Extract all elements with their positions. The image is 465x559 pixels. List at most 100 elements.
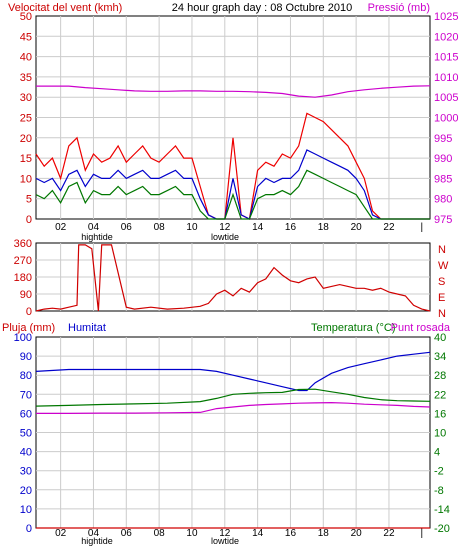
y-tick-label-right: 16 <box>434 408 446 420</box>
y-tick-label-left: 50 <box>20 11 32 23</box>
compass-label: N <box>438 308 446 320</box>
hightide-label-top: hightide <box>81 232 113 242</box>
x-tick-label: 14 <box>252 528 264 539</box>
y-tick-label-left: 10 <box>20 173 32 185</box>
y-tick-label-right: -2 <box>434 466 444 478</box>
compass-label: N <box>438 244 446 256</box>
panel-3-right-ticks: -20 -14 -8 -2 4 10 16 22 28 34 40 <box>434 332 450 535</box>
y-tick-label-left: 30 <box>20 466 32 478</box>
y-tick-label-right: -20 <box>434 523 450 535</box>
compass-label: W <box>438 260 449 272</box>
y-tick-label-left: 80 <box>20 370 32 382</box>
lowtide-label-top: lowtide <box>211 232 239 242</box>
x-tick-label: 06 <box>121 528 133 539</box>
humidity-label: Humitat <box>68 322 106 334</box>
y-tick-label-left: 360 <box>14 238 32 250</box>
y-tick-label-right: 990 <box>434 153 452 165</box>
y-tick-label-left: 70 <box>20 389 32 401</box>
x-tick-label: 04 <box>88 528 100 539</box>
y-tick-label-left: 90 <box>20 351 32 363</box>
y-tick-label-left: 0 <box>26 214 32 226</box>
y-tick-label-right: 22 <box>434 389 446 401</box>
panel-2-series <box>35 244 431 312</box>
hightide-label-bottom: hightide <box>81 536 113 546</box>
x-tick-label: 08 <box>154 222 166 233</box>
x-tick-label: 08 <box>154 528 166 539</box>
x-tick-label: 18 <box>318 222 330 233</box>
x-tick-label: 20 <box>351 528 363 539</box>
x-tick-label: 12 <box>219 222 231 233</box>
wind-min-series <box>35 169 430 220</box>
wind-direction-series <box>35 244 431 312</box>
panel-1-left-ticks: 0 5 10 15 20 25 30 35 40 45 50 <box>20 11 32 226</box>
y-tick-label-left: 60 <box>20 408 32 420</box>
panel-1-series <box>35 85 431 220</box>
y-tick-label-left: 50 <box>20 428 32 440</box>
x-tick-label: 02 <box>55 528 67 539</box>
y-tick-label-left: 45 <box>20 31 32 43</box>
x-tick-label: 16 <box>285 528 297 539</box>
x-tick-label: 02 <box>55 222 67 233</box>
x-tick-label: 14 <box>252 222 264 233</box>
y-tick-label-left: 30 <box>20 92 32 104</box>
compass-label: S <box>438 276 445 288</box>
pressure-label: Pressió (mb) <box>368 2 430 14</box>
temperature-series <box>35 388 431 407</box>
y-tick-label-left: 20 <box>20 485 32 497</box>
y-tick-label-right: 995 <box>434 133 452 145</box>
y-tick-label-left: 15 <box>20 153 32 165</box>
y-tick-label-left: 180 <box>14 272 32 284</box>
temperature-label: Temperatura (°C) <box>311 322 395 334</box>
y-tick-label-right: 4 <box>434 447 440 459</box>
x-tick-label: 22 <box>383 222 395 233</box>
y-tick-label-right: 1000 <box>434 113 458 125</box>
y-tick-label-left: 40 <box>20 447 32 459</box>
y-tick-label-right: 34 <box>434 351 446 363</box>
y-tick-label-right: 1010 <box>434 72 458 84</box>
y-tick-label-left: 0 <box>26 306 32 318</box>
y-tick-label-left: 270 <box>14 255 32 267</box>
x-tick-label: 12 <box>219 528 231 539</box>
y-tick-label-right: 40 <box>434 332 446 344</box>
y-tick-label-right: 985 <box>434 173 452 185</box>
x-tick-label: | <box>420 528 423 539</box>
panel-1-right-ticks: 975 980 985 990 995 1000 1005 1010 1015 1020 1025 <box>434 11 458 226</box>
panel-3-series <box>35 351 431 529</box>
y-tick-label-right: -14 <box>434 504 450 516</box>
panel-2-left-ticks: 0 90 180 270 360 <box>14 238 32 318</box>
y-tick-label-left: 10 <box>20 504 32 516</box>
y-tick-label-right: 975 <box>434 214 452 226</box>
x-tick-label: 10 <box>186 528 198 539</box>
panel-2-grid <box>36 243 430 311</box>
y-tick-label-left: 100 <box>14 332 32 344</box>
x-tick-label: 06 <box>121 222 133 233</box>
humidity-series <box>35 351 431 392</box>
wind-average-series <box>35 149 430 220</box>
y-tick-label-left: 0 <box>26 523 32 535</box>
x-tick-label: 16 <box>285 222 297 233</box>
x-tick-label: 20 <box>351 222 363 233</box>
lowtide-label-bottom: lowtide <box>211 536 239 546</box>
x-tick-label: 22 <box>383 528 395 539</box>
y-tick-label-left: 35 <box>20 72 32 84</box>
wind-speed-label: Velocitat del vent (kmh) <box>8 2 122 14</box>
panel-3-x-ticks: 02 04 06 08 10 12 14 16 18 20 22 | <box>55 528 423 539</box>
y-tick-label-left: 20 <box>20 133 32 145</box>
dewpoint-label: Punt rosada <box>391 322 451 334</box>
y-tick-label-right: 1025 <box>434 11 458 23</box>
x-tick-label: | <box>420 222 423 233</box>
dewpoint-series <box>36 401 431 414</box>
y-tick-label-left: 5 <box>26 194 32 206</box>
x-tick-label: 18 <box>318 528 330 539</box>
y-tick-label-right: 28 <box>434 370 446 382</box>
y-tick-label-right: 980 <box>434 194 452 206</box>
x-tick-label: 04 <box>88 222 100 233</box>
panel-3-left-ticks: 0 10 20 30 40 50 60 70 80 90 100 <box>14 332 32 535</box>
y-tick-label-left: 40 <box>20 52 32 64</box>
y-tick-label-right: 1005 <box>434 92 458 104</box>
y-tick-label-right: 1020 <box>434 31 458 43</box>
panel-1-x-ticks: 02 04 06 08 10 12 14 16 18 20 22 | <box>55 222 423 233</box>
